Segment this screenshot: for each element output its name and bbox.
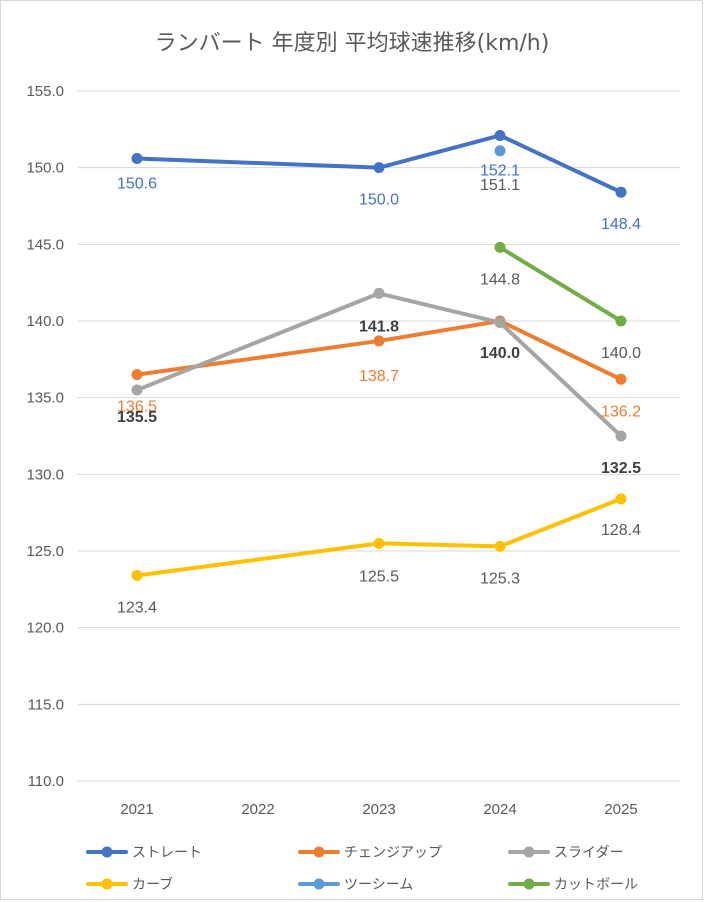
series-line [498,245,623,323]
legend-label: スライダー [554,845,623,861]
legend-label: ストレート [132,845,202,861]
legend-marker [523,846,535,858]
y-tick-label: 130.0 [26,466,64,483]
data-label: 135.5 [117,409,157,426]
y-tick-label: 155.0 [26,83,64,100]
data-label: 128.4 [601,522,641,539]
y-tick-label: 120.0 [26,620,64,637]
legend-item: スライダー [508,845,623,861]
legend-label: カットボール [554,877,638,893]
data-label: 150.6 [117,175,157,192]
x-tick-label: 2023 [362,801,395,818]
x-tick-label: 2024 [483,801,516,818]
legend-label: チェンジアップ [344,845,442,861]
data-point [373,287,385,299]
legend-item: カーブ [86,876,173,893]
legend-label: ツーシーム [344,877,413,893]
x-tick-label: 2022 [241,801,274,818]
y-tick-label: 135.0 [26,390,64,407]
data-label: 125.3 [480,570,520,587]
legend-marker [101,878,113,890]
data-point [131,152,143,164]
y-tick-label: 115.0 [28,696,64,713]
data-point [615,373,627,385]
data-label: 132.5 [601,460,641,477]
y-tick-label: 125.0 [26,543,64,560]
legend-item: カットボール [508,877,638,893]
x-tick-label: 2021 [120,801,153,818]
series-line [135,319,623,382]
legend-marker [523,878,535,890]
data-point [131,384,143,396]
series-line [135,496,623,578]
data-point [494,241,506,253]
data-label: 141.8 [359,318,399,335]
legend-marker [313,846,325,858]
y-tick-label: 145.0 [26,236,64,253]
data-label: 152.1 [480,162,520,179]
data-label: 144.8 [480,271,520,288]
y-tick-label: 110.0 [28,773,64,790]
data-label: 140.0 [480,345,520,362]
data-point [373,162,385,174]
y-tick-label: 150.0 [26,160,64,177]
legend-item: チェンジアップ [298,845,442,861]
data-point [131,369,143,381]
data-label: 125.5 [359,568,399,585]
x-tick-label: 2025 [604,801,637,818]
data-label: 150.0 [359,192,399,209]
legend-label: カーブ [132,876,173,893]
data-point [615,493,627,505]
data-point [373,537,385,549]
data-label: 136.5 [117,399,157,416]
legend-item: ツーシーム [298,877,413,893]
data-point [131,570,143,582]
y-tick-label: 140.0 [26,313,64,330]
chart-title: ランバート 年度別 平均球速推移(km/h) [155,31,550,56]
data-point [494,129,506,141]
data-label: 151.1 [480,177,520,194]
data-label: 148.4 [601,216,641,233]
legend-item: ストレート [86,845,202,861]
legend-marker [101,846,113,858]
series-line [135,133,623,195]
data-point [615,315,627,327]
legend-marker [313,878,325,890]
data-point [373,335,385,347]
data-label: 123.4 [117,600,157,617]
data-point [494,540,506,552]
series-line [135,291,623,438]
data-point [494,145,506,157]
data-point [494,317,506,329]
data-label: 138.7 [359,368,399,385]
data-label: 136.2 [601,403,641,420]
data-label: 140.0 [601,345,641,362]
data-point [615,430,627,442]
data-point [615,186,627,198]
